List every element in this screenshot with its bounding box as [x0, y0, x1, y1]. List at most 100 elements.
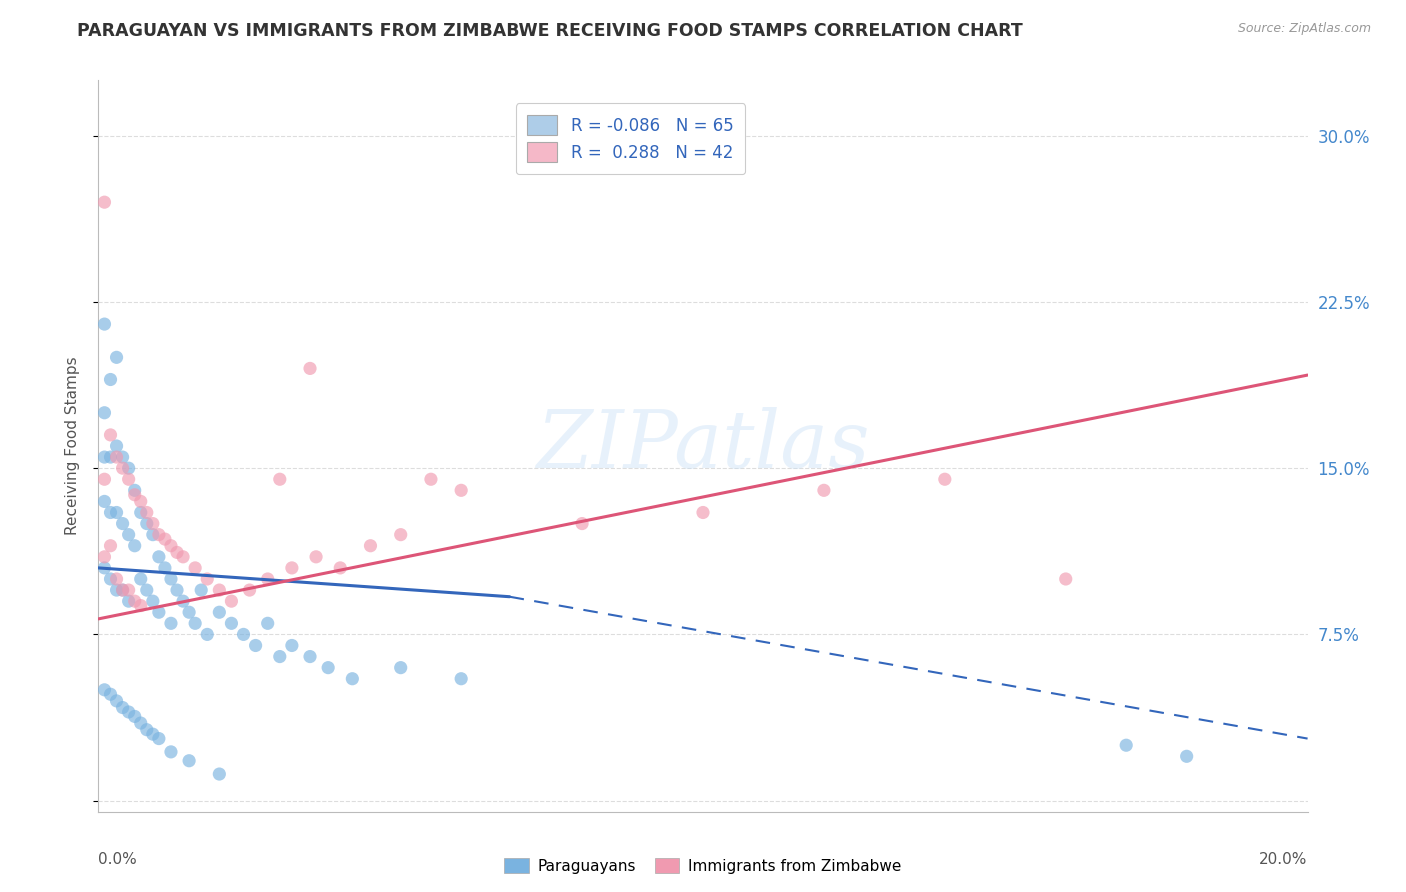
- Point: [93, 561, 115, 575]
- Point: [93, 317, 115, 331]
- Point: [934, 472, 956, 486]
- Point: [105, 694, 128, 708]
- Point: [299, 649, 322, 664]
- Point: [100, 428, 122, 442]
- Point: [1054, 572, 1077, 586]
- Point: [571, 516, 593, 531]
- Point: [184, 561, 207, 575]
- Text: Source: ZipAtlas.com: Source: ZipAtlas.com: [1237, 22, 1371, 36]
- Point: [813, 483, 835, 498]
- Point: [105, 583, 128, 598]
- Legend: Paraguayans, Immigrants from Zimbabwe: Paraguayans, Immigrants from Zimbabwe: [498, 852, 908, 880]
- Point: [692, 506, 714, 520]
- Point: [420, 472, 443, 486]
- Point: [281, 561, 304, 575]
- Point: [221, 616, 243, 631]
- Point: [208, 767, 231, 781]
- Point: [111, 583, 134, 598]
- Point: [160, 539, 183, 553]
- Point: [105, 439, 128, 453]
- Point: [118, 583, 141, 598]
- Point: [329, 561, 352, 575]
- Point: [1175, 749, 1198, 764]
- Point: [93, 682, 115, 697]
- Point: [166, 583, 188, 598]
- Point: [148, 527, 170, 541]
- Point: [129, 494, 152, 508]
- Point: [450, 672, 472, 686]
- Point: [124, 594, 146, 608]
- Point: [172, 549, 194, 564]
- Point: [124, 488, 146, 502]
- Point: [118, 461, 141, 475]
- Point: [142, 727, 165, 741]
- Point: [105, 572, 128, 586]
- Point: [142, 516, 165, 531]
- Text: 20.0%: 20.0%: [1260, 852, 1308, 867]
- Legend: R = -0.086   N = 65, R =  0.288   N = 42: R = -0.086 N = 65, R = 0.288 N = 42: [516, 103, 745, 174]
- Point: [93, 494, 115, 508]
- Point: [166, 545, 188, 559]
- Point: [179, 605, 201, 619]
- Point: [316, 660, 339, 674]
- Point: [389, 527, 412, 541]
- Text: 0.0%: 0.0%: [98, 852, 138, 867]
- Point: [118, 472, 141, 486]
- Point: [93, 472, 115, 486]
- Point: [184, 616, 207, 631]
- Point: [124, 709, 146, 723]
- Point: [111, 700, 134, 714]
- Point: [111, 461, 134, 475]
- Point: [190, 583, 212, 598]
- Point: [100, 506, 122, 520]
- Point: [195, 572, 218, 586]
- Text: PARAGUAYAN VS IMMIGRANTS FROM ZIMBABWE RECEIVING FOOD STAMPS CORRELATION CHART: PARAGUAYAN VS IMMIGRANTS FROM ZIMBABWE R…: [77, 22, 1024, 40]
- Point: [179, 754, 201, 768]
- Point: [100, 372, 122, 386]
- Point: [208, 583, 231, 598]
- Point: [153, 532, 176, 546]
- Point: [100, 450, 122, 464]
- Y-axis label: Receiving Food Stamps: Receiving Food Stamps: [65, 357, 80, 535]
- Point: [245, 639, 267, 653]
- Point: [450, 483, 472, 498]
- Point: [100, 687, 122, 701]
- Point: [105, 351, 128, 365]
- Point: [105, 450, 128, 464]
- Point: [118, 705, 141, 719]
- Point: [111, 516, 134, 531]
- Point: [135, 506, 157, 520]
- Point: [1115, 738, 1137, 752]
- Point: [118, 527, 141, 541]
- Point: [135, 583, 157, 598]
- Point: [172, 594, 194, 608]
- Point: [135, 516, 157, 531]
- Point: [111, 450, 134, 464]
- Point: [118, 594, 141, 608]
- Point: [148, 549, 170, 564]
- Point: [124, 539, 146, 553]
- Point: [305, 549, 328, 564]
- Point: [129, 572, 152, 586]
- Point: [129, 716, 152, 731]
- Point: [360, 539, 382, 553]
- Point: [93, 406, 115, 420]
- Point: [232, 627, 254, 641]
- Point: [160, 745, 183, 759]
- Point: [129, 599, 152, 613]
- Point: [299, 361, 322, 376]
- Point: [239, 583, 262, 598]
- Point: [111, 583, 134, 598]
- Point: [148, 731, 170, 746]
- Point: [142, 527, 165, 541]
- Point: [256, 572, 278, 586]
- Point: [342, 672, 364, 686]
- Point: [129, 506, 152, 520]
- Point: [256, 616, 278, 631]
- Text: ZIPatlas: ZIPatlas: [536, 408, 870, 484]
- Point: [208, 605, 231, 619]
- Point: [124, 483, 146, 498]
- Point: [93, 549, 115, 564]
- Point: [221, 594, 243, 608]
- Point: [195, 627, 218, 641]
